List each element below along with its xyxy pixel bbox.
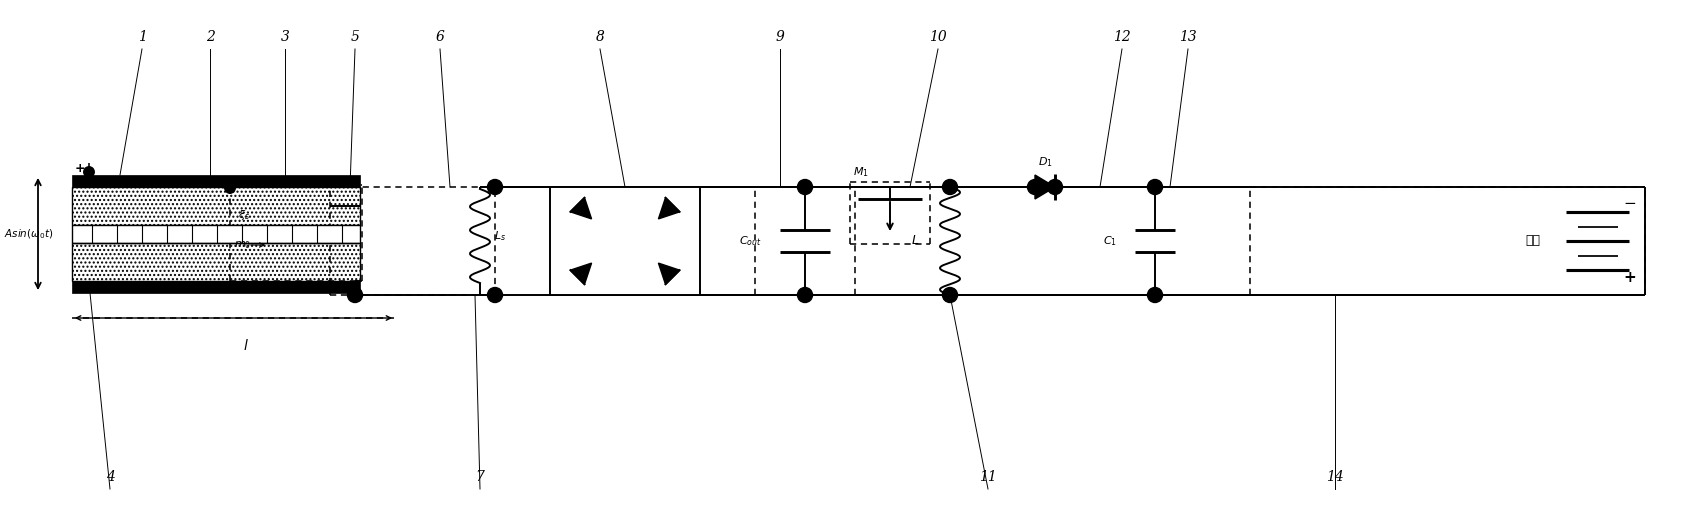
Text: 3: 3 [281, 30, 290, 44]
Circle shape [488, 180, 503, 195]
Bar [73, 243, 361, 281]
Circle shape [83, 167, 95, 177]
Text: 电池: 电池 [1525, 234, 1541, 248]
Text: $L_s$: $L_s$ [494, 229, 506, 243]
Text: +: + [1624, 270, 1637, 285]
Text: $D_1$: $D_1$ [1038, 155, 1053, 169]
Circle shape [488, 287, 503, 302]
Text: 5: 5 [350, 30, 359, 44]
Text: 11: 11 [979, 470, 997, 484]
Circle shape [1048, 180, 1063, 195]
Text: +: + [74, 162, 85, 175]
Text: $C_{out}$: $C_{out}$ [738, 234, 762, 248]
Text: 4: 4 [105, 470, 115, 484]
Bar [73, 187, 361, 225]
Text: 13: 13 [1178, 30, 1197, 44]
Text: 10: 10 [929, 30, 946, 44]
Circle shape [943, 180, 958, 195]
Polygon shape [659, 263, 679, 284]
Circle shape [1028, 180, 1043, 195]
Circle shape [225, 183, 235, 193]
Polygon shape [571, 198, 591, 219]
Circle shape [797, 180, 813, 195]
Text: 2: 2 [205, 30, 215, 44]
Text: 9: 9 [775, 30, 784, 44]
Text: $m_0$: $m_0$ [234, 239, 251, 251]
Bar [73, 225, 361, 243]
Polygon shape [571, 263, 591, 284]
Polygon shape [659, 198, 679, 219]
Text: 14: 14 [1326, 470, 1344, 484]
Circle shape [797, 287, 813, 302]
Text: 12: 12 [1112, 30, 1131, 44]
Text: 8: 8 [596, 30, 604, 44]
Bar [550, 187, 699, 295]
Circle shape [943, 287, 958, 302]
Bar [73, 175, 361, 187]
Text: −: − [1624, 197, 1637, 212]
Text: $\xi_s$: $\xi_s$ [239, 208, 251, 222]
Circle shape [1148, 180, 1163, 195]
Bar [73, 281, 361, 293]
Circle shape [1148, 287, 1163, 302]
Text: 6: 6 [435, 30, 445, 44]
Circle shape [83, 175, 95, 185]
Text: $L$: $L$ [911, 234, 919, 248]
Text: $M_1$: $M_1$ [853, 165, 869, 179]
Text: 1: 1 [137, 30, 146, 44]
Text: $C_1$: $C_1$ [1104, 234, 1117, 248]
Text: $Asin(\omega_0 t)$: $Asin(\omega_0 t)$ [3, 227, 54, 241]
Text: 7: 7 [476, 470, 484, 484]
Text: $l$: $l$ [244, 338, 249, 353]
Circle shape [347, 287, 362, 302]
Polygon shape [1034, 175, 1055, 199]
